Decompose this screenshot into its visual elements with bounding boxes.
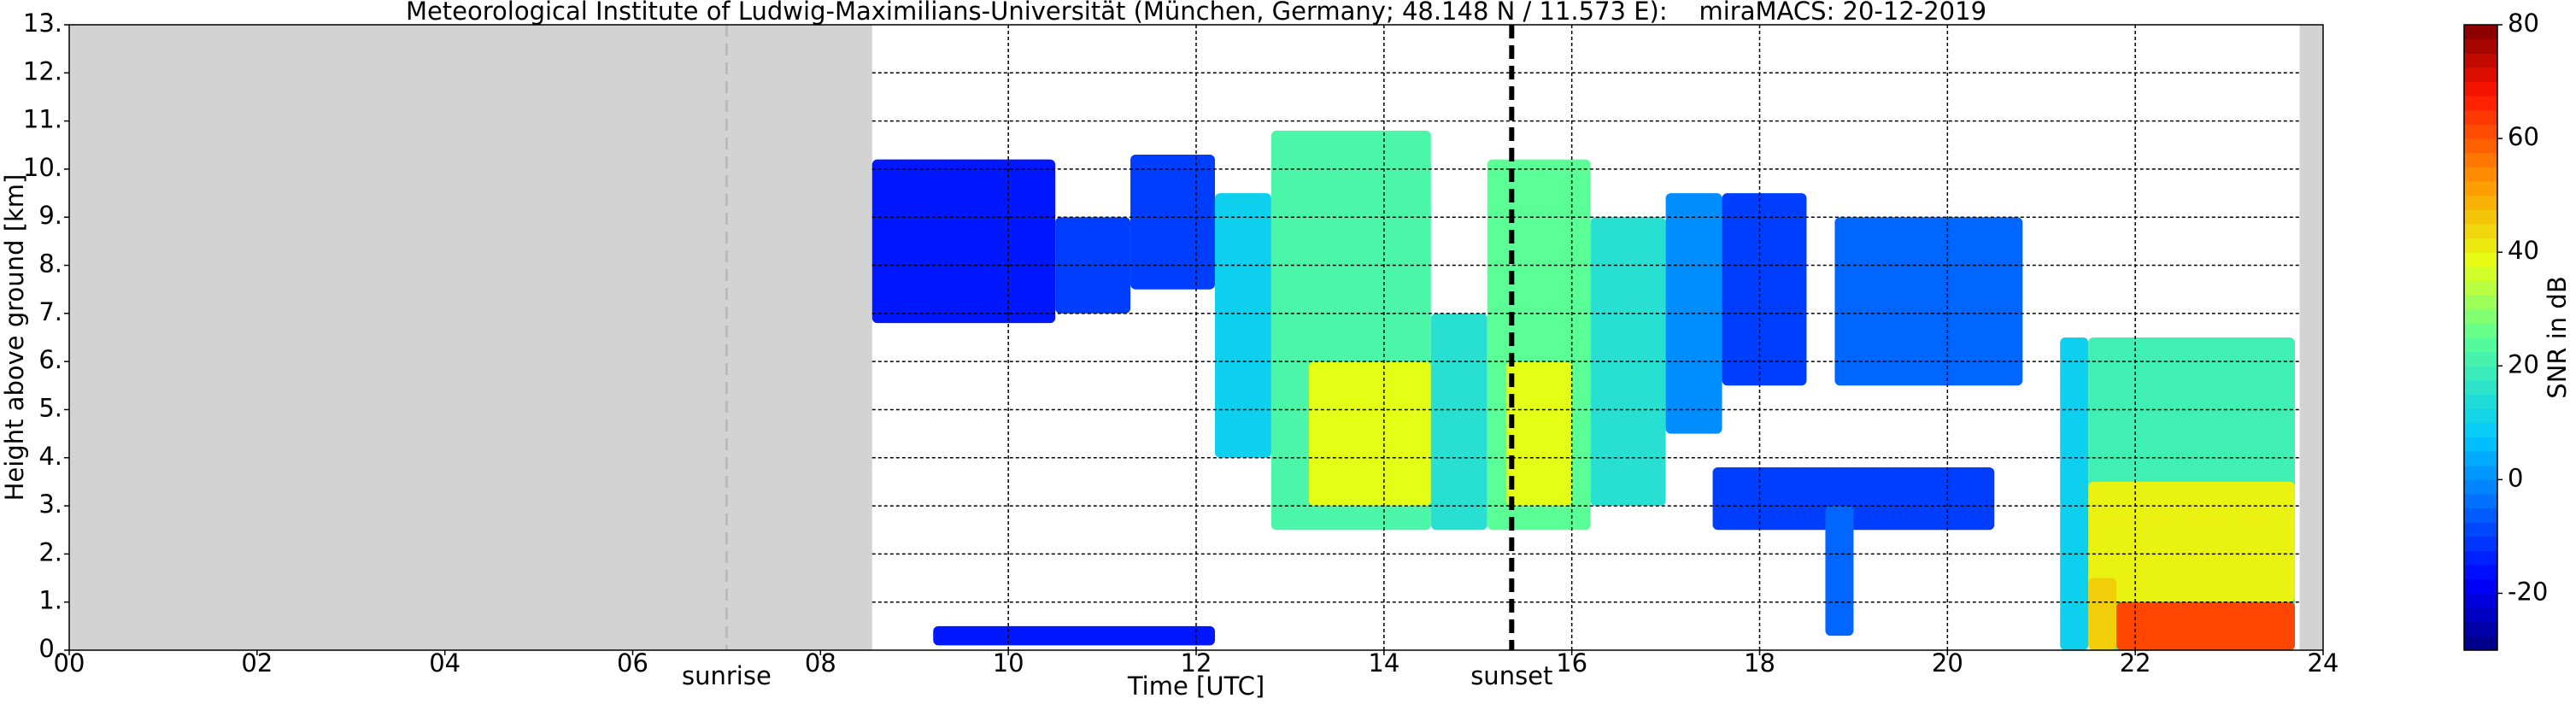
colorbar-segment [2464,394,2497,409]
colorbar-segment [2464,465,2497,480]
colorbar-tick-label: 80 [2508,9,2539,38]
colorbar-segment [2464,81,2497,97]
radar-echo [1430,313,1488,531]
colorbar-frame [2463,24,2498,651]
colorbar-segment [2464,522,2497,537]
colorbar-segment [2464,593,2497,608]
colorbar-segment [2464,337,2497,353]
no-data-area [2299,25,2323,650]
colorbar-segment [2464,550,2497,566]
y-tick-label: 11. [23,105,62,134]
colorbar-segment [2464,195,2497,210]
radar-echo [1712,467,1995,531]
colorbar-segment [2464,138,2497,154]
colorbar-segment [2464,578,2497,594]
colorbar-segment [2464,565,2497,580]
colorbar-segment [2464,266,2497,281]
y-tick-label: 6. [38,345,62,374]
x-axis-label: Time [UTC] [1127,672,1265,701]
colorbar-segment [2464,621,2497,637]
y-tick-label: 1. [38,586,62,615]
colorbar-segment [2464,252,2497,267]
colorbar-segment [2464,167,2497,182]
colorbar-segment [2464,295,2497,310]
y-tick-label: 2. [38,537,62,566]
colorbar-segment [2464,181,2497,197]
colorbar-tick-label: 20 [2508,349,2539,378]
colorbar-segment [2464,124,2497,139]
colorbar-segment [2464,152,2497,167]
colorbar-segment [2464,366,2497,381]
y-tick-label: 5. [38,393,62,422]
radar-echo [933,625,1215,646]
radar-echo [2116,601,2296,650]
y-tick-label: 12. [23,56,62,85]
colorbar-segment [2464,379,2497,396]
colorbar-segment [2464,507,2497,523]
radar-echo [2060,337,2089,650]
radar-echo [1505,361,1572,507]
colorbar-tick-label: 40 [2508,236,2539,265]
colorbar-segment [2464,408,2497,424]
radar-echo [1055,217,1131,314]
radar-echo [1722,193,1807,386]
radar-echo [1308,361,1431,507]
colorbar-segment [2464,38,2497,54]
radar-echo [1834,217,2023,386]
y-tick-label: 7. [38,297,62,326]
colorbar-segment [2464,536,2497,552]
colorbar-segment [2464,308,2497,324]
y-tick-label: 4. [38,442,62,471]
y-tick-label: 8. [38,249,62,279]
colorbar-segment [2464,53,2497,68]
radar-echo [1825,506,1854,637]
radar-echo [2088,578,2117,650]
colorbar-tick-label: 0 [2508,463,2523,492]
chart-title: Meteorological Institute of Ludwig-Maxim… [406,0,1986,26]
y-tick-label: 0. [38,634,62,663]
y-tick-label: 3. [38,490,62,519]
radar-echo [871,159,1056,324]
colorbar-segment [2464,494,2497,509]
colorbar-segment [2464,280,2497,296]
colorbar-segment [2464,437,2497,452]
y-tick-label: 10. [23,153,62,182]
colorbar-segment [2464,351,2497,367]
colorbar-label: SNR in dB [2543,276,2572,398]
sunset-label: sunset [1470,661,1552,690]
colorbar-segment [2464,209,2497,225]
radar-echo [2088,481,2296,602]
colorbar-segment [2464,479,2497,495]
sunrise-label: sunrise [682,661,772,690]
colorbar-segment [2464,323,2497,338]
colorbar-tick-label: -20 [2508,577,2548,606]
colorbar-segment [2464,67,2497,83]
radar-echo [1130,155,1215,290]
colorbar-segment [2464,223,2497,239]
colorbar-segment [2464,25,2497,40]
y-tick-label: 13. [23,9,62,38]
colorbar-segment [2464,607,2497,623]
colorbar-segment [2464,109,2497,125]
colorbar-segment [2464,238,2497,253]
y-axis-label: Height above ground [km] [0,174,29,502]
colorbar-segment [2464,96,2497,111]
no-data-area [69,25,872,650]
plot-frame [68,24,2324,651]
radar-echo [1214,193,1271,458]
colorbar-tick-label: 60 [2508,122,2539,151]
y-tick-label: 9. [38,201,62,230]
colorbar-segment [2464,636,2497,651]
colorbar-segment [2464,422,2497,437]
colorbar-segment [2464,451,2497,466]
